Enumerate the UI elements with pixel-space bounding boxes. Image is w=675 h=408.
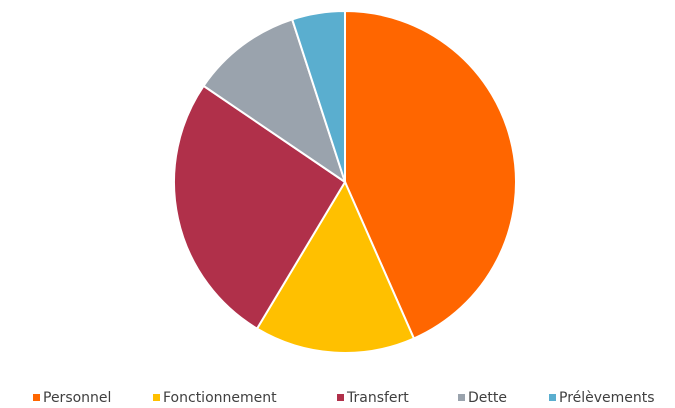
legend-swatch — [33, 394, 40, 401]
pie-slice — [290, 9, 346, 183]
legend-swatch — [337, 394, 344, 401]
legend-swatch — [153, 394, 160, 401]
legend-swatch — [549, 394, 556, 401]
legend-label: Dette — [468, 390, 507, 406]
pie-slice — [202, 18, 347, 185]
pie-slice — [344, 9, 517, 340]
pie-slice — [173, 84, 347, 331]
legend-label: Transfert — [346, 390, 409, 406]
pie-slice — [255, 179, 416, 354]
legend-label: Personnel — [43, 390, 111, 406]
legend-label: Fonctionnement — [163, 390, 277, 406]
legend-swatch — [458, 394, 465, 401]
legend-label: Prélèvements — [559, 390, 655, 406]
